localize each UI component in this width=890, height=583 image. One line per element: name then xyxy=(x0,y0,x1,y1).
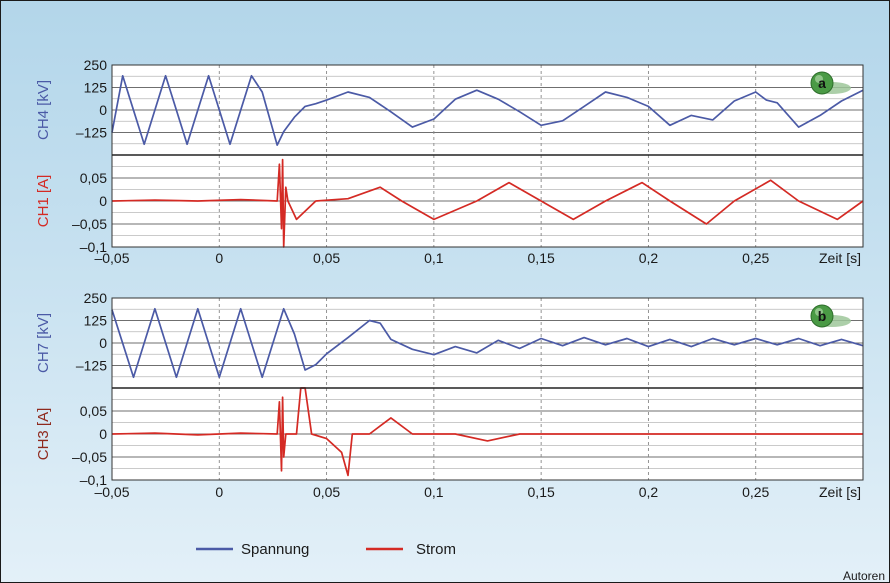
panel-b-xtick-label: 0,25 xyxy=(742,484,769,500)
panel-b-voltage-ytick-label: 250 xyxy=(84,290,108,306)
panel-b-voltage-ytick-label: 0 xyxy=(99,335,107,351)
panel-a-xlabel: Zeit [s] xyxy=(819,250,861,266)
panel-a-current-ylabel: CH1 [A] xyxy=(35,175,52,228)
panel-b-voltage-ylabel: CH7 [kV] xyxy=(35,313,52,373)
panel-a-voltage-ytick-label: 125 xyxy=(84,80,108,96)
panel-b-voltage-ytick-label: 125 xyxy=(84,313,108,329)
panel-a-current-ytick-label: 0,05 xyxy=(80,170,107,186)
panel-a-xtick-label: –0,05 xyxy=(94,250,129,266)
panel-b-xtick-label: 0,05 xyxy=(313,484,340,500)
panel-a-voltage-ytick-label: 250 xyxy=(84,57,108,73)
panel-a-badge-label: a xyxy=(818,75,826,91)
panel-a-voltage-ylabel: CH4 [kV] xyxy=(35,80,52,140)
panel-a-current-ytick-label: 0 xyxy=(99,193,107,209)
panel-a-voltage-ytick-label: –125 xyxy=(76,125,107,141)
panel-a-xtick-label: 0,25 xyxy=(742,250,769,266)
panel-b-xlabel: Zeit [s] xyxy=(819,484,861,500)
legend-current-label: Strom xyxy=(416,541,456,558)
panel-a-current-ytick-label: –0,05 xyxy=(72,216,107,232)
panel-b-current-ylabel: CH3 [A] xyxy=(35,408,52,461)
panel-b-xtick-label: 0,2 xyxy=(639,484,659,500)
panel-b-current-ytick-label: –0,05 xyxy=(72,449,107,465)
panel-b-xtick-label: 0 xyxy=(215,484,223,500)
panel-b-xtick-label: 0,1 xyxy=(424,484,444,500)
panel-a-xtick-label: 0,15 xyxy=(528,250,555,266)
panel-a-xtick-label: 0,05 xyxy=(313,250,340,266)
panel-b-current-ytick-label: 0 xyxy=(99,426,107,442)
panel-a-xtick-label: 0,1 xyxy=(424,250,444,266)
panel-b-voltage-ytick-label: –125 xyxy=(76,358,107,374)
panel-b-xtick-label: –0,05 xyxy=(94,484,129,500)
panel-b-badge-label: b xyxy=(818,308,827,324)
panel-a-xtick-label: 0,2 xyxy=(639,250,659,266)
panel-a-voltage-ytick-label: 0 xyxy=(99,102,107,118)
panel-a-xtick-label: 0 xyxy=(215,250,223,266)
legend-voltage-label: Spannung xyxy=(241,541,309,558)
credit-text: Autoren xyxy=(843,569,885,583)
panel-b-current-ytick-label: 0,05 xyxy=(80,403,107,419)
panel-b-xtick-label: 0,15 xyxy=(528,484,555,500)
